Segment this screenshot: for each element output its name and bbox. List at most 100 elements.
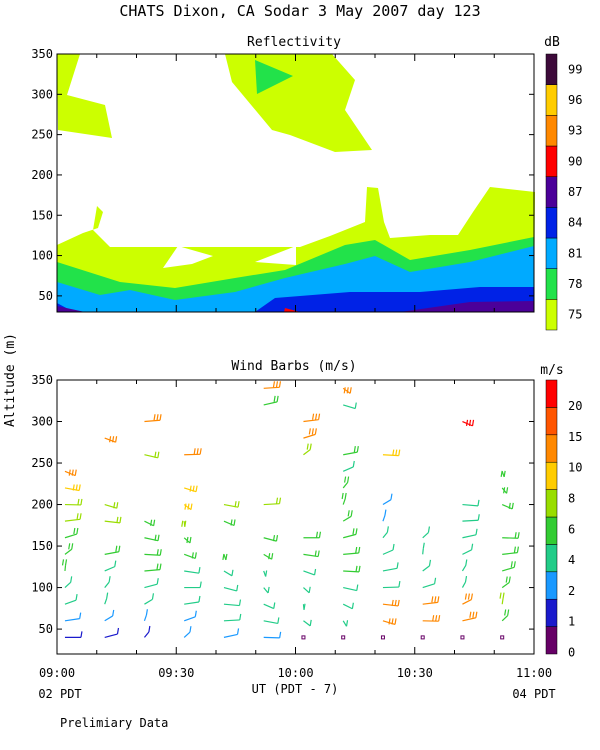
wind-barb-shaft [263, 553, 273, 560]
wind-barb-shaft [104, 566, 116, 572]
wind-barb-feather [108, 576, 111, 583]
wind-barb-feather [477, 514, 480, 521]
wind-barb-shaft [144, 520, 154, 527]
wind-barb-feather [343, 387, 346, 394]
wind-barb-shaft [462, 549, 472, 555]
wind-barb-shaft [263, 503, 280, 506]
wind-barb-feather [106, 592, 109, 599]
wind-barb-shaft [343, 404, 356, 410]
wind-barb-feather [313, 568, 317, 576]
wind-barb-feather [75, 484, 78, 491]
wind-barb-feather [154, 534, 157, 541]
wind-barb-shaft [462, 534, 477, 539]
reflectivity-colorbar-label-81: 81 [568, 246, 582, 260]
wind-barb-shaft [422, 565, 430, 572]
wind-barb-shaft [501, 615, 509, 622]
wind-barb-feather [433, 577, 437, 584]
wind-barb-feather [355, 565, 358, 572]
wind-barb-feather [356, 445, 359, 453]
reflectivity-colorbar-label-93: 93 [568, 124, 582, 138]
wind-barb-feather [159, 414, 162, 421]
wind-colorbar-swatch-6 [545, 461, 558, 490]
wind-barb-feather [79, 513, 82, 520]
wind-colorbar-swatch-3 [545, 544, 558, 573]
wind-barb-feather [431, 596, 434, 603]
wind-barb-shaft [382, 531, 388, 539]
wind-barb-feather [386, 526, 389, 533]
wind-barb-shaft [382, 549, 394, 555]
wind-barb-feather [398, 449, 401, 456]
wind-barb-feather [351, 602, 354, 609]
refl-ytick-label-350: 350 [31, 47, 53, 61]
wind-barb-feather [475, 611, 478, 618]
wind-barb-feather [347, 476, 350, 483]
wind-ytick-label-350: 350 [31, 373, 53, 387]
wind-barb-shaft [183, 631, 191, 638]
wind-colorbar-swatch-9 [545, 379, 558, 408]
wind-barb-shaft [183, 616, 196, 622]
wind-barb-feather [506, 487, 509, 494]
x-sublabel-left: 02 PDT [38, 687, 81, 701]
wind-barb-feather [277, 617, 280, 624]
wind-barb-feather [189, 626, 192, 633]
wind-colorbar-swatch-5 [545, 489, 558, 518]
wind-barb-shaft [343, 586, 357, 592]
wind-barb-shaft [223, 570, 233, 577]
wind-barb-shaft [64, 565, 67, 572]
wind-barb-feather [346, 387, 349, 394]
refl-ytick-label-50: 50 [39, 289, 53, 303]
xtick-label-1: 09:30 [158, 666, 194, 680]
wind-colorbar-swatch-0 [545, 626, 558, 655]
wind-barb-feather [194, 552, 197, 559]
wind-barb-shaft [303, 620, 311, 627]
wind-barb-feather [314, 413, 318, 420]
wind-barb-shaft [104, 615, 114, 622]
wind-barb-feather [353, 445, 356, 453]
reflectivity-colorbar-swatch-7 [545, 84, 558, 116]
wind-colorbar-swatch-4 [545, 516, 558, 545]
wind-barb-shaft [64, 548, 73, 555]
wind-barb-feather [184, 520, 187, 527]
wind-barb-feather [114, 560, 117, 567]
wind-barb-feather [355, 528, 358, 535]
wind-colorbar-swatch-8 [545, 407, 558, 436]
wind-barb-shaft [104, 598, 108, 605]
wind-barb-feather [318, 531, 322, 538]
reflectivity-colorbar-label: dB [544, 35, 560, 50]
wind-barb-shaft [104, 551, 119, 555]
wind-barb-feather [186, 536, 189, 544]
xtick-label-0: 09:00 [39, 666, 75, 680]
wind-barb-feather [500, 470, 503, 477]
refl-ytick-label-300: 300 [31, 87, 53, 101]
wind-barb-feather [156, 549, 159, 556]
wind-barb-shaft [462, 519, 479, 522]
wind-barb-feather [465, 559, 468, 566]
wind-barb-feather [390, 493, 393, 500]
wind-barb-shaft [501, 503, 513, 510]
wind-barb-feather [189, 536, 192, 544]
reflectivity-colorbar-label-90: 90 [568, 154, 582, 168]
wind-barb-feather [145, 609, 148, 616]
reflectivity-contours [57, 54, 535, 312]
wind-calm-marker [500, 635, 505, 640]
wind-barb-shaft [223, 619, 240, 622]
contour-87-left [57, 306, 85, 312]
wind-barb-feather [508, 502, 511, 509]
wind-barb-feather [422, 542, 425, 549]
wind-barb-shaft [144, 569, 161, 572]
wind-colorbar-swatch-2 [545, 571, 558, 600]
wind-barb-feather [115, 436, 118, 443]
wind-barb-feather [268, 553, 271, 560]
wind-barb-feather [388, 618, 391, 625]
wind-barb-shaft [104, 503, 117, 509]
wind-barb-shaft [501, 582, 510, 589]
wind-barb-feather [236, 584, 239, 592]
wind-barb-feather [309, 443, 312, 450]
wind-barb-feather [61, 559, 65, 566]
reflectivity-colorbar-swatch-1 [545, 268, 558, 300]
wind-barb-shaft [342, 498, 346, 505]
wind-barb-feather [151, 593, 155, 600]
wind-barb-shaft [303, 419, 319, 423]
wind-barb-shaft [461, 581, 467, 588]
